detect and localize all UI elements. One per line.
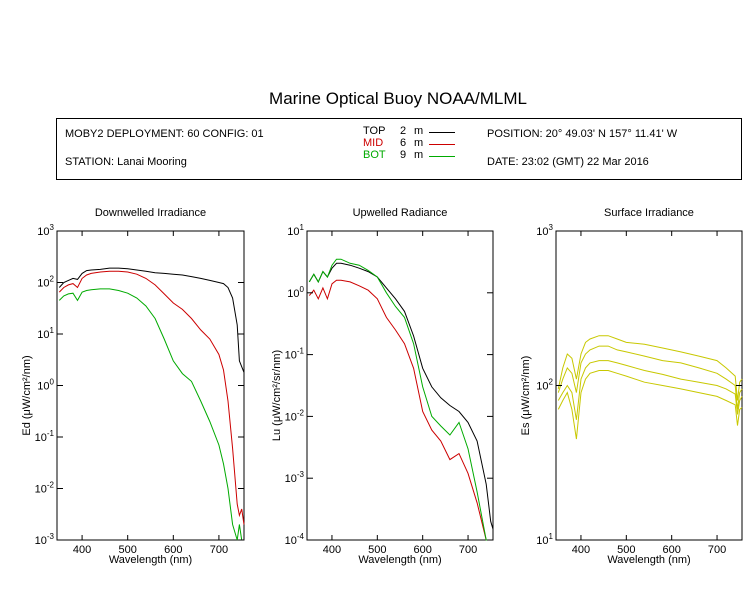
y-tick-label: 10-3 [285, 470, 305, 485]
legend-mid-depth: 6 [400, 137, 407, 149]
info-box: MOBY2 DEPLOYMENT: 60 CONFIG: 01 STATION:… [56, 118, 742, 180]
x-tick-label: 500 [617, 544, 635, 556]
y-tick-label: 102 [37, 275, 54, 290]
y-tick-label: 10-2 [35, 481, 55, 496]
plot-frame [555, 230, 743, 541]
y-tick-label: 103 [37, 223, 54, 238]
series-line-es4 [557, 360, 743, 420]
legend-top-unit: m [414, 125, 424, 137]
x-tick-label: 600 [164, 544, 182, 556]
legend-top-line [429, 132, 455, 133]
series-line-mid [308, 279, 491, 541]
legend-bot-line [429, 156, 455, 157]
y-tick-label: 10-2 [285, 408, 305, 423]
chart-main-title: Marine Optical Buoy NOAA/MLML [269, 89, 527, 108]
x-tick-label: 400 [323, 544, 341, 556]
x-tick-label: 700 [708, 544, 726, 556]
x-tick-label: 400 [73, 544, 91, 556]
x-tick-label: 500 [119, 544, 137, 556]
position-text: POSITION: 20° 49.03' N 157° 11.41' W [487, 128, 678, 140]
series-line-top [58, 267, 245, 373]
x-tick-label: 600 [414, 544, 432, 556]
y-tick-label: 101 [287, 223, 304, 238]
legend-bot-unit: m [414, 149, 424, 161]
y-axis-label: Es (μW/cm²/nm) [520, 356, 532, 436]
legend-bot-depth: 9 [400, 149, 407, 161]
series-line-es2 [557, 345, 743, 410]
plot-frame [56, 230, 245, 541]
x-tick-label: 700 [459, 544, 477, 556]
series-line-bot [308, 258, 491, 541]
y-axis-label: Lu (μW/cm²/sr/nm) [271, 350, 283, 441]
y-tick-label: 101 [37, 326, 54, 341]
chart-title: Surface Irradiance [604, 207, 694, 219]
x-tick-label: 400 [572, 544, 590, 556]
y-tick-label: 10-4 [285, 532, 305, 547]
y-tick-label: 103 [536, 223, 553, 238]
legend-mid-unit: m [414, 137, 424, 149]
legend-top-depth: 2 [400, 125, 407, 137]
x-tick-label: 700 [210, 544, 228, 556]
chart-title: Upwelled Radiance [353, 207, 448, 219]
chart-downwelled-irradiance: 400 500 600 700 103 102 101 100 10-1 10-2 10-3 Down… [21, 207, 245, 566]
chart-title: Downwelled Irradiance [95, 207, 206, 219]
y-tick-label: 10-3 [35, 532, 55, 547]
series-line-top [308, 262, 494, 530]
legend-bot-label: BOT [363, 149, 386, 161]
legend-mid-label: MID [363, 137, 384, 149]
y-tick-label: 100 [287, 285, 304, 300]
series-line-mid [58, 270, 245, 525]
chart-upwelled-radiance: 400 500 600 700 101 100 10-1 10-2 10-3 10-4 Upwell… [271, 207, 494, 566]
series-line-bot [58, 288, 243, 541]
y-tick-label: 10-1 [285, 347, 305, 362]
station-text: STATION: Lanai Mooring [65, 156, 187, 168]
y-tick-label: 100 [37, 378, 54, 393]
y-tick-label: 102 [536, 378, 553, 393]
x-axis-label: Wavelength (nm) [358, 554, 441, 566]
x-tick-label: 500 [368, 544, 386, 556]
series-line-es3 [557, 370, 743, 440]
legend-mid-line [429, 144, 455, 145]
legend-top-label: TOP [363, 125, 386, 137]
plot-frame [306, 230, 494, 541]
y-tick-label: 10-1 [35, 429, 55, 444]
x-axis-label: Wavelength (nm) [109, 554, 192, 566]
y-axis-label: Ed (μW/cm²/nm) [21, 355, 33, 435]
deployment-text: MOBY2 DEPLOYMENT: 60 CONFIG: 01 [65, 128, 264, 140]
y-tick-label: 101 [536, 532, 553, 547]
chart-surface-irradiance: 400 500 600 700 103 102 101 Surface Irradiance W… [520, 207, 743, 566]
series-line-es1 [557, 335, 743, 401]
x-axis-label: Wavelength (nm) [607, 554, 690, 566]
date-text: DATE: 23:02 (GMT) 22 Mar 2016 [487, 156, 649, 168]
x-tick-label: 600 [663, 544, 681, 556]
